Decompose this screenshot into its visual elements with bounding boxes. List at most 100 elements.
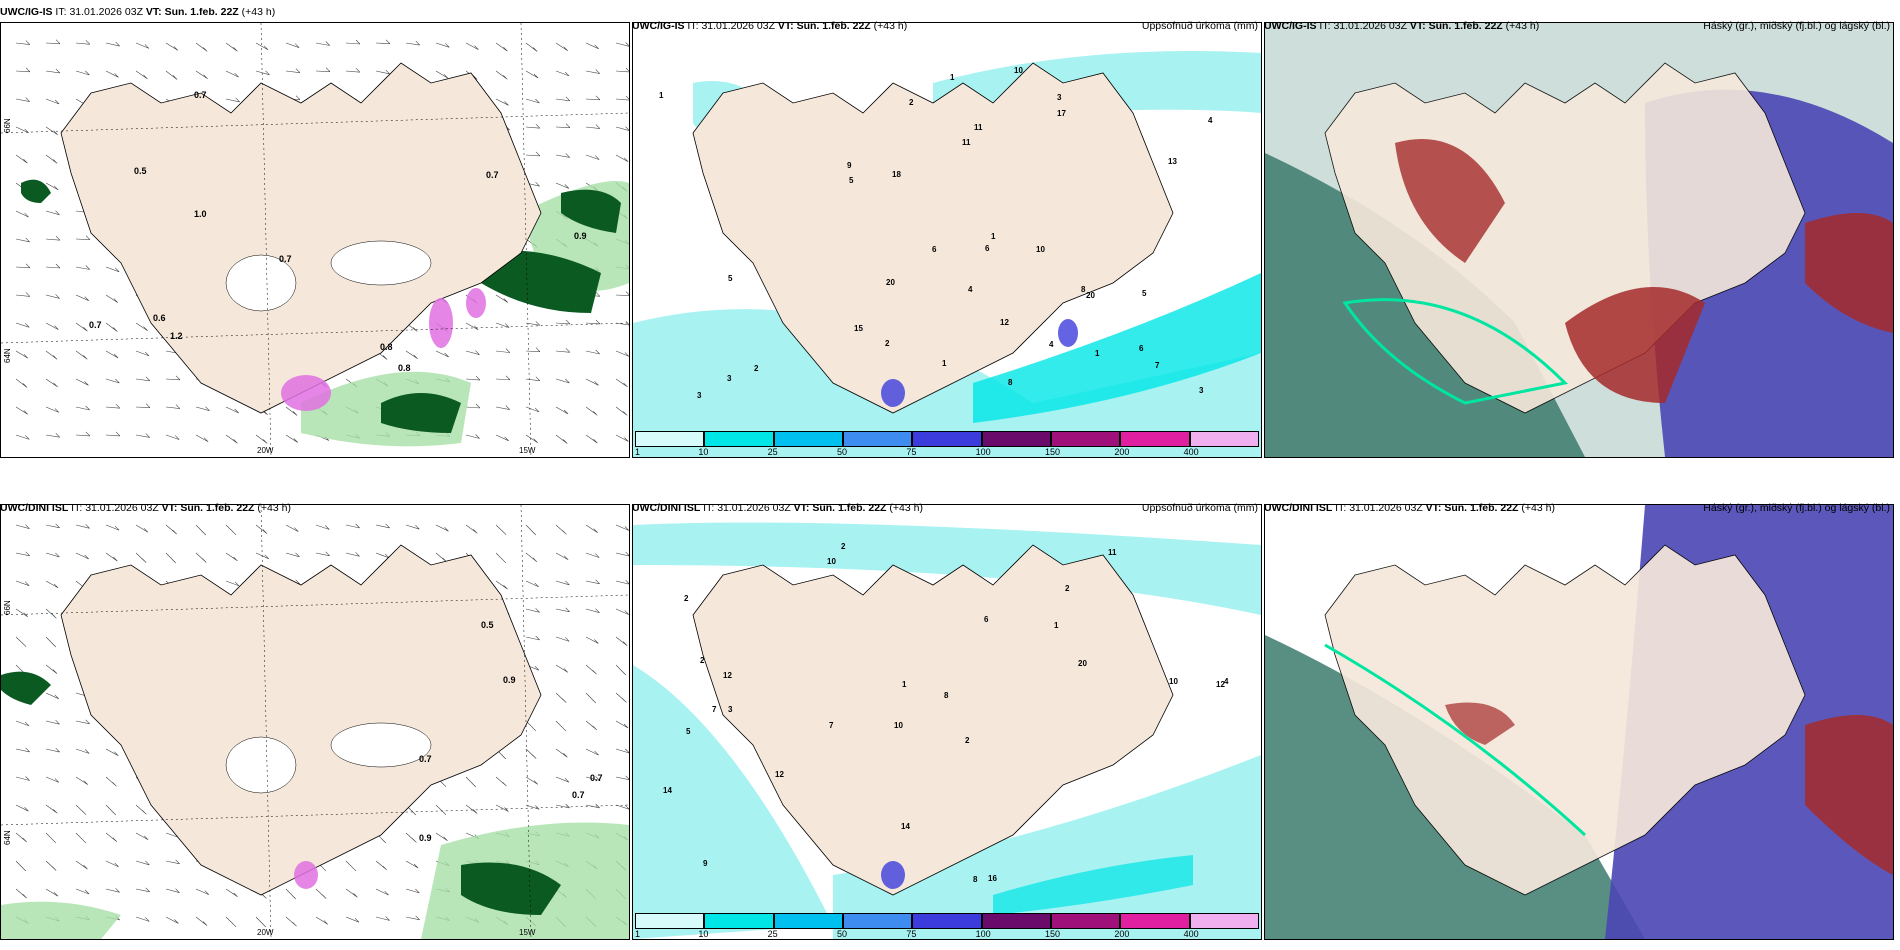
wind-barb <box>585 608 600 613</box>
model-name: UWC/DINI ISL <box>632 502 701 514</box>
green-precip-areas <box>21 179 629 447</box>
wind-barb <box>585 154 600 160</box>
vt-value: Sun. 1.feb. 22Z <box>1428 20 1503 32</box>
wind-barb <box>15 888 27 899</box>
colorbar-swatch <box>1051 913 1121 929</box>
precip-value-label: 2 <box>965 736 970 745</box>
lon-20w-label: 20W <box>257 446 274 455</box>
colorbar-swatch <box>704 913 774 929</box>
wind-barb <box>45 888 59 897</box>
colorbar-tick-label: 100 <box>975 929 991 939</box>
wind-barb <box>525 635 540 641</box>
wind-barb <box>135 403 151 408</box>
green-precip-areas <box>1 671 629 939</box>
wind-barb <box>105 294 119 303</box>
precip-value-label: 1 <box>991 232 996 241</box>
lead-time: (+43 h) <box>873 20 908 32</box>
wind-barb <box>135 70 148 80</box>
wind-barb <box>555 319 571 325</box>
wind-barb <box>555 378 570 384</box>
wind-barb <box>585 664 597 675</box>
it-label: IT: <box>55 8 67 18</box>
wind-map: 0.7 0.7 0.9 0.7 0.9 0.5 <box>1 505 629 939</box>
wind-barb <box>615 804 629 810</box>
wind-barb <box>495 580 508 590</box>
precip-value-label: 7 <box>829 721 834 730</box>
vt-label: VT: <box>161 502 178 514</box>
wind-barb <box>45 68 61 74</box>
wind-barb <box>585 636 599 644</box>
wind-barb <box>615 608 629 615</box>
precip-value-label: 20 <box>1086 291 1095 300</box>
wind-barb <box>495 70 508 80</box>
precip-value-label: 7 <box>712 705 717 714</box>
wind-barb <box>75 294 90 301</box>
iceland-land <box>692 544 1174 896</box>
wind-barb <box>285 524 299 532</box>
wind-barb <box>525 98 540 104</box>
colorbar-tick-label: 25 <box>767 929 778 939</box>
precip-value-label: 10 <box>1036 245 1045 254</box>
wind-barb <box>225 434 238 444</box>
wind-barb <box>435 42 450 48</box>
wind-barb <box>555 748 568 758</box>
wind-barb <box>555 580 570 586</box>
wind-barb <box>435 524 449 532</box>
wind-barb <box>45 235 61 241</box>
wind-barb <box>45 39 61 44</box>
wind-barb <box>495 434 509 442</box>
wind-barb <box>405 860 419 869</box>
wind-barb <box>135 524 149 533</box>
wind-barb <box>15 804 29 812</box>
cloud-map <box>1265 505 1893 939</box>
wind-barb <box>105 552 118 562</box>
wind-barb <box>75 235 91 240</box>
wind-barb <box>495 375 511 381</box>
wind-barb <box>165 434 180 440</box>
wind-barb <box>45 432 61 438</box>
wind-barb <box>585 124 601 129</box>
map-frame: 0.8 0.7 0.6 0.5 0.7 0.8 0.9 1.0 0.7 1.2 0.7 20W 15… <box>0 22 630 458</box>
panel-r1-wind: UWC/IG-IS IT: 31.01.2026 03Z VT: Sun. 1.… <box>0 8 630 458</box>
wind-barb <box>45 804 58 814</box>
it-label: IT: <box>703 502 715 514</box>
vt-value: Sun. 1.feb. 22Z <box>796 20 871 32</box>
precip-value-labels: 2 2 12 10 2 3 2 1 5 6 8 9 10 7 8 16 14 11 20 12 12 7 4 10 14 2 1 <box>663 542 1229 884</box>
wind-barb <box>525 552 538 563</box>
it-value: 31.01.2026 03Z <box>1349 502 1423 514</box>
wind-barb <box>15 551 30 557</box>
precip-value-labels: 0.8 0.7 0.6 0.5 0.7 0.8 0.9 1.0 0.7 1.2 0.7 <box>89 90 587 373</box>
wind-barb <box>525 321 541 326</box>
precip-value-label: 2 <box>1065 584 1070 593</box>
colorbar-tick-label: 1 <box>635 447 641 457</box>
panel-header: UWC/DINI ISL IT: 31.01.2026 03Z VT: Sun.… <box>0 502 630 516</box>
wind-barb <box>105 350 119 359</box>
wind-barb <box>255 916 267 928</box>
wind-barb <box>165 375 181 381</box>
wind-barb <box>615 154 629 163</box>
lead-time: (+43 h) <box>889 502 923 514</box>
wind-barb <box>105 403 121 409</box>
precip-value-label: 20 <box>1078 659 1087 668</box>
wind-barb <box>555 552 569 561</box>
colorbar-swatch <box>912 431 982 447</box>
colorbar-swatch <box>704 431 774 447</box>
wind-barb <box>525 376 541 382</box>
wind-barb <box>165 524 177 535</box>
wind-barb <box>465 776 477 788</box>
wind-barb <box>45 636 57 648</box>
wind-barb <box>615 579 629 585</box>
vt-value: Sun. 1.feb. 22Z <box>180 502 255 514</box>
wind-barb <box>45 322 59 330</box>
wind-barb <box>135 916 150 922</box>
wind-barb <box>75 70 90 76</box>
precip-value-label: 4 <box>1049 340 1054 349</box>
wind-barb <box>525 580 539 588</box>
precip-value-label: 9 <box>847 161 852 170</box>
wind-barb <box>465 434 480 439</box>
precip-value-label: 8 <box>944 691 949 700</box>
wind-barb <box>585 803 600 809</box>
precip-value-label: 2 <box>684 594 689 603</box>
panel-r1-precip: UWC/IG-IS IT: 31.01.2026 03Z VT: Sun. 1.… <box>632 8 1262 458</box>
wind-barb <box>615 775 629 780</box>
